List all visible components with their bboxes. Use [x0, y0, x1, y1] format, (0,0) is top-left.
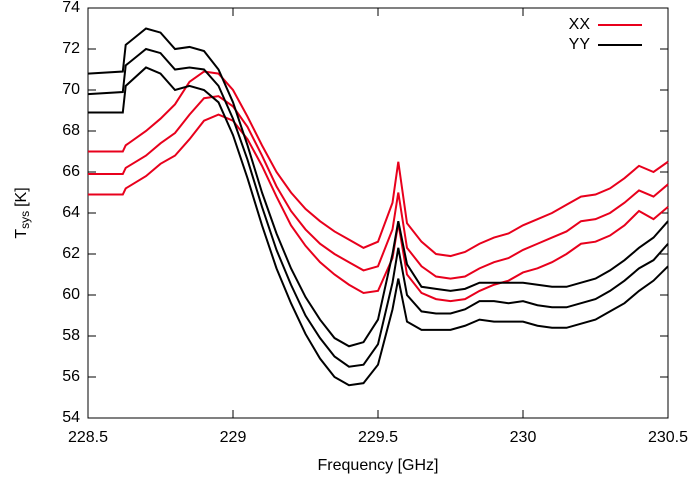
series-line: [88, 66, 669, 387]
y-label-symbol: T: [13, 229, 30, 239]
x-tick-label: 230: [510, 429, 537, 446]
y-tick-label: 62: [62, 245, 80, 262]
y-tick-label: 66: [62, 163, 80, 180]
legend-label: XX: [569, 16, 591, 33]
x-tick-label: 229: [220, 429, 247, 446]
y-tick-label: 60: [62, 286, 80, 303]
y-tick-label: 70: [62, 81, 80, 98]
series-line: [87, 27, 669, 348]
y-tick-label: 54: [62, 409, 80, 426]
y-tick-label: 74: [62, 0, 80, 16]
y-label-unit: [K]: [13, 187, 30, 207]
legend-label: YY: [569, 36, 591, 53]
y-label-subscript: sys: [18, 211, 32, 229]
x-tick-label: 230.5: [648, 429, 688, 446]
series-line: [87, 47, 669, 368]
y-tick-label: 56: [62, 368, 80, 385]
y-tick-label: 64: [62, 204, 80, 221]
y-tick-label: 72: [62, 40, 80, 57]
x-tick-label: 228.5: [68, 429, 108, 446]
series-line: [88, 95, 669, 280]
series-line: [88, 70, 669, 258]
x-tick-label: 229.5: [358, 429, 398, 446]
y-tick-label: 58: [62, 327, 80, 344]
series-line: [88, 113, 669, 303]
y-tick-label: 68: [62, 122, 80, 139]
y-axis-label: Tsys [K]: [13, 187, 32, 238]
x-axis-label: Frequency [GHz]: [318, 457, 439, 474]
